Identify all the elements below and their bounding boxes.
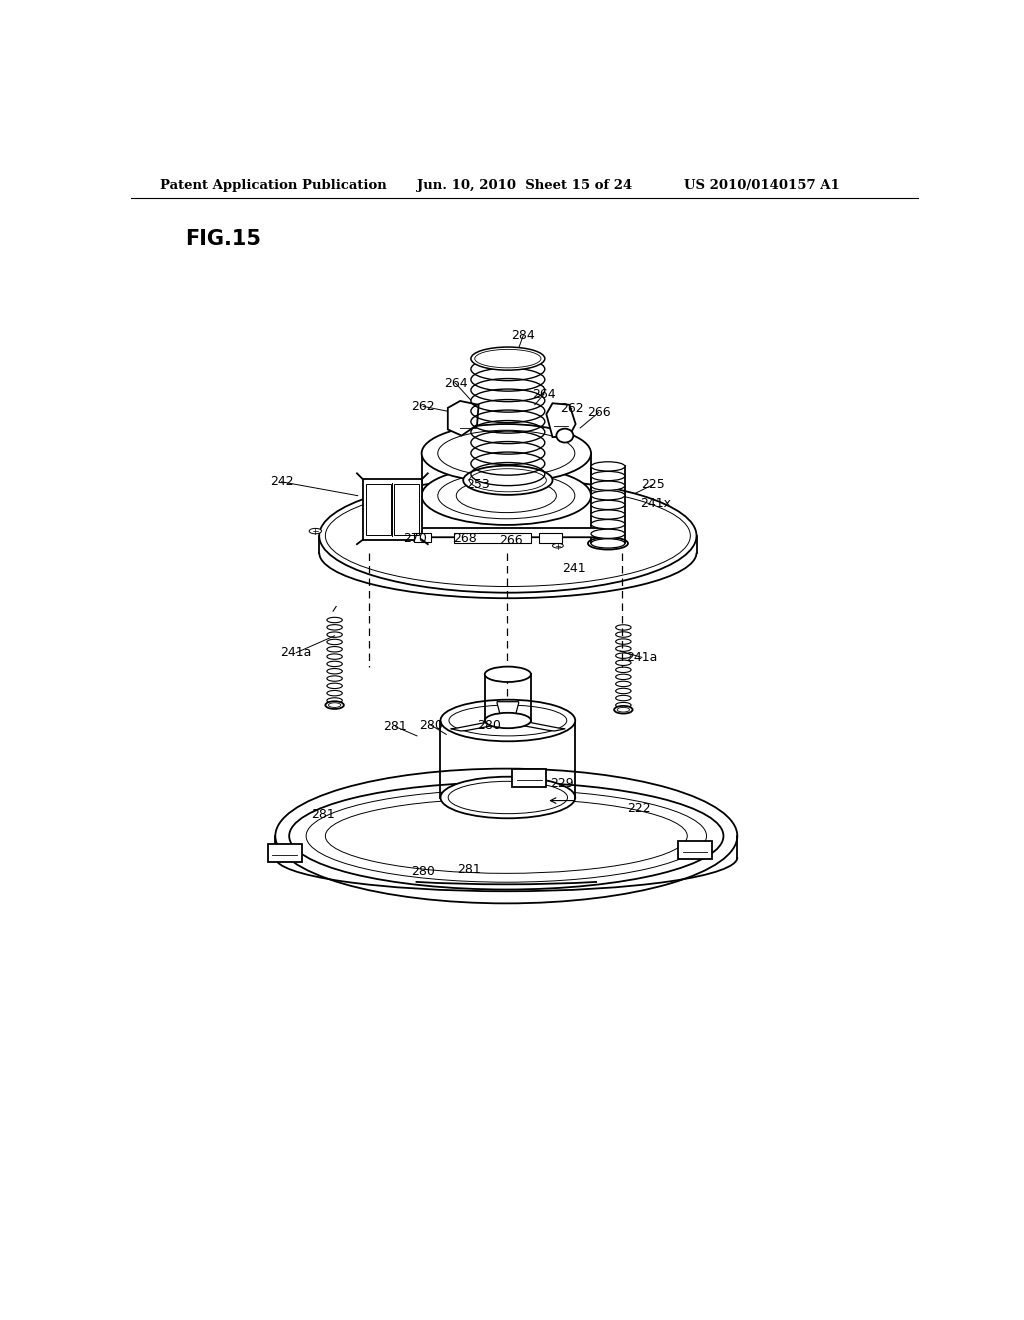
Ellipse shape — [463, 466, 553, 495]
Text: 264: 264 — [443, 376, 467, 389]
Polygon shape — [447, 401, 478, 436]
Polygon shape — [512, 768, 547, 787]
Text: 225: 225 — [641, 478, 665, 491]
Text: 280: 280 — [419, 718, 442, 731]
Ellipse shape — [438, 430, 574, 477]
Polygon shape — [451, 718, 511, 731]
Polygon shape — [412, 528, 604, 537]
Text: 241a: 241a — [281, 647, 311, 659]
Ellipse shape — [275, 768, 737, 903]
Text: 280: 280 — [477, 718, 502, 731]
Text: 262: 262 — [412, 400, 435, 413]
Ellipse shape — [438, 473, 574, 519]
Ellipse shape — [614, 706, 633, 714]
Ellipse shape — [457, 479, 556, 512]
Ellipse shape — [591, 539, 625, 548]
Text: 262: 262 — [560, 403, 584, 416]
Polygon shape — [414, 533, 431, 543]
Polygon shape — [678, 841, 712, 859]
Text: 280: 280 — [412, 865, 435, 878]
Ellipse shape — [591, 462, 625, 471]
Ellipse shape — [591, 529, 625, 539]
Polygon shape — [547, 404, 575, 437]
Ellipse shape — [591, 480, 625, 490]
Polygon shape — [267, 843, 301, 862]
Ellipse shape — [484, 667, 531, 682]
Text: 229: 229 — [550, 777, 573, 791]
Text: 281: 281 — [311, 808, 335, 821]
Ellipse shape — [422, 466, 591, 525]
Ellipse shape — [588, 537, 628, 549]
Ellipse shape — [553, 544, 563, 548]
Text: 281: 281 — [458, 863, 481, 876]
Text: 264: 264 — [532, 388, 556, 400]
Polygon shape — [539, 533, 562, 544]
Polygon shape — [364, 479, 422, 540]
Ellipse shape — [471, 347, 545, 370]
Text: 281: 281 — [384, 721, 408, 733]
Polygon shape — [454, 533, 531, 544]
Polygon shape — [497, 702, 518, 721]
Ellipse shape — [440, 700, 575, 742]
Ellipse shape — [309, 528, 322, 533]
Text: 266: 266 — [587, 407, 610, 418]
Ellipse shape — [591, 471, 625, 480]
Ellipse shape — [319, 479, 696, 593]
Text: 270: 270 — [403, 532, 427, 545]
Ellipse shape — [326, 701, 344, 709]
Text: 268: 268 — [453, 532, 476, 545]
Ellipse shape — [591, 500, 625, 510]
Text: 241: 241 — [562, 561, 586, 574]
Ellipse shape — [440, 776, 575, 818]
Text: 241x: 241x — [640, 496, 671, 510]
Text: 242: 242 — [269, 475, 293, 488]
Ellipse shape — [484, 713, 531, 729]
Ellipse shape — [591, 520, 625, 529]
Ellipse shape — [422, 424, 591, 483]
Text: 253: 253 — [466, 478, 489, 491]
Ellipse shape — [591, 491, 625, 500]
Text: Patent Application Publication: Patent Application Publication — [160, 178, 386, 191]
Text: 284: 284 — [511, 329, 536, 342]
Text: Jun. 10, 2010  Sheet 15 of 24: Jun. 10, 2010 Sheet 15 of 24 — [417, 178, 633, 191]
Text: US 2010/0140157 A1: US 2010/0140157 A1 — [684, 178, 840, 191]
Text: 266: 266 — [499, 533, 523, 546]
Ellipse shape — [556, 429, 573, 442]
Text: 241a: 241a — [626, 651, 657, 664]
Polygon shape — [505, 718, 565, 731]
Ellipse shape — [591, 510, 625, 519]
Text: 222: 222 — [627, 801, 650, 814]
Text: FIG.15: FIG.15 — [185, 230, 261, 249]
